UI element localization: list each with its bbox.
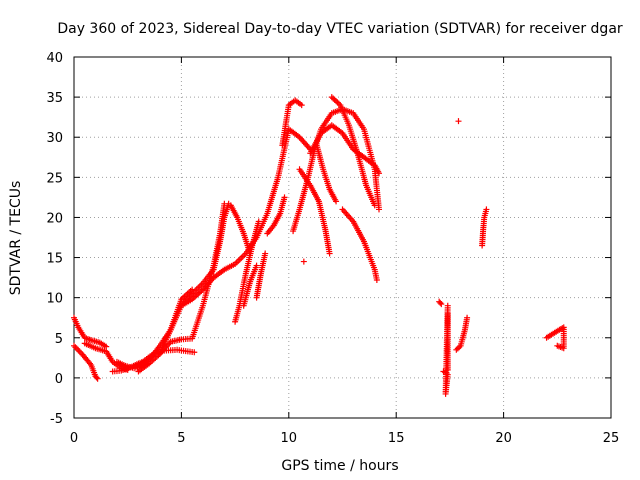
series-arc-26 <box>453 314 471 353</box>
series-arc-29 <box>543 324 567 352</box>
data-point-marker <box>437 299 444 306</box>
x-tick-label: 25 <box>603 431 620 446</box>
y-tick-label: 15 <box>46 252 63 267</box>
data-point-marker <box>281 194 288 201</box>
chart-title: Day 360 of 2023, Sidereal Day-to-day VTE… <box>57 21 623 37</box>
x-axis-title: GPS time / hours <box>281 458 398 474</box>
series-arc-22 <box>339 206 380 284</box>
series-arc-25 <box>444 310 451 373</box>
data-point-marker <box>376 170 383 177</box>
data-point-marker <box>438 301 445 308</box>
y-tick-label: 20 <box>46 211 63 226</box>
data-point-marker <box>373 277 380 284</box>
series-arc-13 <box>253 250 269 301</box>
series-arc-17 <box>296 166 333 257</box>
data-point-marker <box>371 202 378 209</box>
data-point-marker <box>93 374 100 381</box>
series-arc-18 <box>300 258 307 265</box>
x-tick-label: 0 <box>70 431 78 446</box>
data-point-marker <box>444 310 451 317</box>
series-arc-21 <box>328 94 378 209</box>
data-point-marker <box>483 206 490 213</box>
data-point-marker <box>464 314 471 321</box>
data-point-marker <box>376 206 383 213</box>
data-point-marker <box>455 118 462 125</box>
y-tick-label: 10 <box>46 292 63 307</box>
series-arc-03 <box>81 340 131 373</box>
y-tick-label: 5 <box>55 332 63 347</box>
y-tick-label: 0 <box>55 372 63 387</box>
data-point-marker <box>255 218 262 225</box>
data-point-marker <box>298 102 305 109</box>
data-markers <box>71 94 567 397</box>
series-arc-01 <box>71 314 110 350</box>
data-point-marker <box>189 286 196 293</box>
y-tick-label: 30 <box>46 131 63 146</box>
data-point-marker <box>221 200 228 207</box>
y-tick-label: 40 <box>46 51 63 66</box>
series-arc-09 <box>178 126 314 309</box>
axis-ticks <box>73 56 612 419</box>
y-tick-label: 25 <box>46 171 63 186</box>
data-point-marker <box>191 349 198 356</box>
series-arc-28 <box>479 206 490 249</box>
data-point-marker <box>554 342 561 349</box>
x-tick-label: 15 <box>388 431 405 446</box>
data-point-marker <box>333 198 340 205</box>
series-arc-23 <box>436 298 445 308</box>
y-tick-label: 35 <box>46 91 63 106</box>
data-point-marker <box>262 250 269 257</box>
x-tick-label: 10 <box>281 431 298 446</box>
data-point-marker <box>300 258 307 265</box>
data-point-marker <box>444 302 451 309</box>
x-tick-label: 5 <box>177 431 185 446</box>
plot-frame <box>73 56 612 419</box>
series-arc-14 <box>264 194 288 237</box>
data-point-marker <box>94 375 101 382</box>
series-arc-11 <box>232 218 262 325</box>
series-arc-20 <box>307 122 383 177</box>
series-arc-27 <box>455 118 462 125</box>
y-tick-label: -5 <box>50 412 63 427</box>
data-point-marker <box>326 250 333 257</box>
series-arc-06 <box>135 200 228 375</box>
series-arc-12 <box>240 262 260 309</box>
series-arc-02 <box>71 342 101 382</box>
x-tick-label: 20 <box>495 431 512 446</box>
series-arc-16 <box>290 106 383 235</box>
data-point-marker <box>253 262 260 269</box>
y-axis-title: SDTVAR / TECUs <box>8 181 24 296</box>
series-arc-15 <box>279 97 305 149</box>
